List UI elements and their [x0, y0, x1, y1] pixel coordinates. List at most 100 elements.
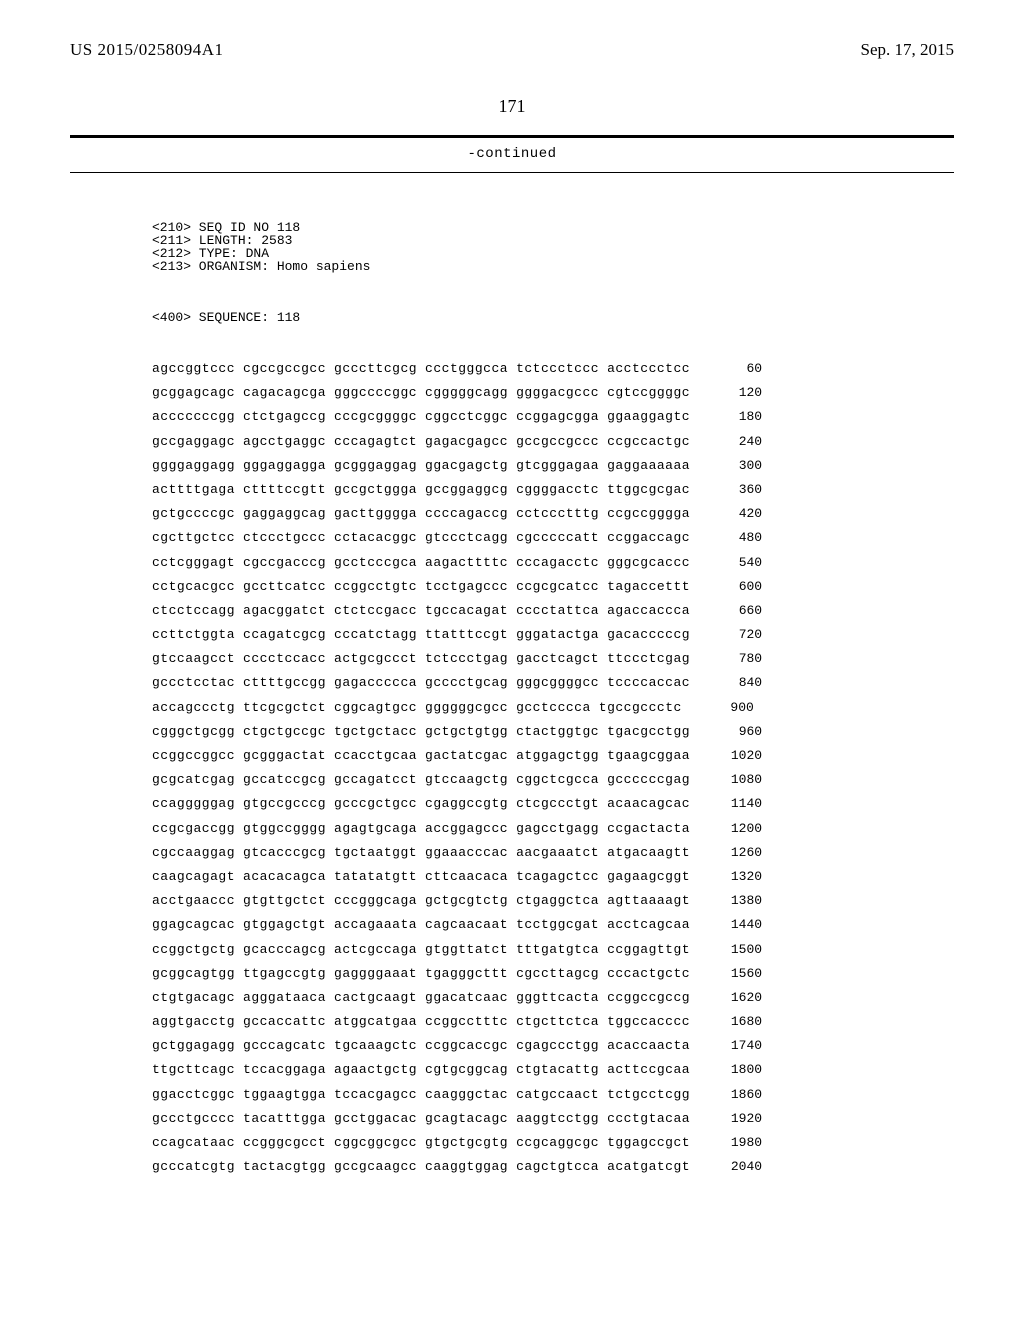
sequence-row: cgggctgcggctgctgccgctgctgctaccgctgctgtgg…	[152, 725, 954, 738]
sequence-group: cggcagtgcc	[334, 700, 417, 715]
sequence-group: aaggtcctgg	[516, 1111, 599, 1126]
continued-rule: -continued	[70, 135, 954, 173]
sequence-group: cgccttagcg	[516, 966, 599, 981]
sequence-group: accggagccc	[425, 821, 508, 836]
sequence-group: ggacgagctg	[425, 458, 508, 473]
sequence-group: tagaccettt	[607, 579, 690, 594]
sequence-group: accagccctg	[152, 700, 235, 715]
sequence-group: gggttcacta	[516, 990, 599, 1005]
sequence-group: ctgaggctca	[516, 893, 599, 908]
sequence-group: cccagacctc	[516, 555, 599, 570]
sequence-group: tggagccgct	[607, 1135, 690, 1150]
sequence-group: gcctcccgca	[334, 555, 417, 570]
sequence-group: aagacttttc	[425, 555, 508, 570]
sequence-group: gcccttcgcg	[334, 361, 417, 376]
sequence-group: cagcaacaat	[425, 917, 508, 932]
sequence-group: ggggacgccc	[516, 385, 599, 400]
sequence-groups: gccctcctaccttttgccgggagacccccagcccctgcag…	[152, 676, 698, 689]
sequence-group: caagcagagt	[152, 869, 235, 884]
sequence-group: ccttctggta	[152, 627, 235, 642]
sequence-group: gtcacccgcg	[243, 845, 326, 860]
sequence-group: gtggccgggg	[243, 821, 326, 836]
sequence-row: ccttctggtaccagatcgcgcccatctaggttatttccgt…	[152, 628, 954, 641]
sequence-group: atgacaagtt	[607, 845, 690, 860]
sequence-row: cgccaaggaggtcacccgcgtgctaatggtggaaacccac…	[152, 846, 954, 859]
sequence-group: cgagccctgg	[516, 1038, 599, 1053]
sequence-position: 780	[706, 652, 762, 665]
sequence-group: gaggaggcag	[243, 506, 326, 521]
sequence-group: gacctcagct	[516, 651, 599, 666]
sequence-position: 1860	[706, 1088, 762, 1101]
sequence-group: ctgtgacagc	[152, 990, 235, 1005]
sequence-group: actgcgccct	[334, 651, 417, 666]
sequence-group: ggaaacccac	[425, 845, 508, 860]
sequence-group: ccagcataac	[152, 1135, 235, 1150]
sequence-lines: agccggtccc cgccgccgcc gcccttcgcg ccctgggcca…	[152, 362, 954, 1173]
sequence-label: <400> SEQUENCE: 118	[152, 311, 954, 324]
sequence-group: gcggcagtgg	[152, 966, 235, 981]
sequence-position: 900	[698, 701, 754, 714]
sequence-groups: ggacctcggctggaagtggatccacgagcccaagggctac…	[152, 1088, 698, 1101]
sequence-group: caaggtggag	[425, 1159, 508, 1174]
sequence-group: gccttcatcc	[243, 579, 326, 594]
sequence-position: 120	[706, 386, 762, 399]
sequence-group: gccctgcccc	[152, 1111, 235, 1126]
sequence-header-line: <211> LENGTH: 2583	[152, 234, 954, 247]
page: US 2015/0258094A1 Sep. 17, 2015 171 -con…	[0, 0, 1024, 1320]
sequence-group: gacacccccg	[607, 627, 690, 642]
page-number: 171	[70, 96, 954, 117]
sequence-position: 1980	[706, 1136, 762, 1149]
sequence-groups: acttttgagacttttccgttgccgctgggagccggaggcg…	[152, 483, 698, 496]
sequence-group: gccgctggga	[334, 482, 417, 497]
sequence-groups: gccgaggagcagcctgaggccccagagtctgagacgagcc…	[152, 435, 698, 448]
sequence-position: 360	[706, 483, 762, 496]
sequence-row: cctcgggagtcgccgacccggcctcccgcaaagacttttc…	[152, 556, 954, 569]
sequence-group: tgacgcctgg	[607, 724, 690, 739]
sequence-position: 1260	[706, 846, 762, 859]
sequence-groups: ggagcagcacgtggagctgtaccagaaatacagcaacaat…	[152, 918, 698, 931]
sequence-group: ccctgggcca	[425, 361, 508, 376]
sequence-groups: ggggaggagggggaggaggagcgggaggagggacgagctg…	[152, 459, 698, 472]
sequence-group: gacttgggga	[334, 506, 417, 521]
sequence-row: ggagcagcacgtggagctgtaccagaaatacagcaacaat…	[152, 918, 954, 931]
sequence-position: 240	[706, 435, 762, 448]
sequence-group: ggacctcggc	[152, 1087, 235, 1102]
sequence-group: tcagagctcc	[516, 869, 599, 884]
sequence-position: 1380	[706, 894, 762, 907]
sequence-group: gagaccccca	[334, 675, 417, 690]
sequence-group: gctgcgtctg	[425, 893, 508, 908]
sequence-group: acatgatcgt	[607, 1159, 690, 1174]
sequence-position: 420	[706, 507, 762, 520]
sequence-group: ccggcctgtc	[334, 579, 417, 594]
sequence-position: 60	[706, 362, 762, 375]
sequence-position: 1920	[706, 1112, 762, 1125]
sequence-groups: gctgccccgcgaggaggcaggacttggggaccccagaccg…	[152, 507, 698, 520]
sequence-group: ccacctgcaa	[334, 748, 417, 763]
sequence-groups: ccagggggaggtgccgcccggcccgctgcccgaggccgtg…	[152, 797, 698, 810]
sequence-group: cggcctcggc	[425, 409, 508, 424]
sequence-group: ctcgccctgt	[516, 796, 599, 811]
sequence-position: 1020	[706, 749, 762, 762]
sequence-group: cgccgacccg	[243, 555, 326, 570]
sequence-row: gccctgcccctacatttggagcctggacacgcagtacagc…	[152, 1112, 954, 1125]
sequence-group: cgccgccgcc	[243, 361, 326, 376]
sequence-position: 1680	[706, 1015, 762, 1028]
sequence-group: cttttgccgg	[243, 675, 326, 690]
sequence-group: cccatctagg	[334, 627, 417, 642]
sequence-row: ctcctccaggagacggatctctctccgacctgccacagat…	[152, 604, 954, 617]
sequence-group: ccggccgccg	[607, 990, 690, 1005]
sequence-group: gcccatcgtg	[152, 1159, 235, 1174]
sequence-group: ggggggcgcc	[425, 700, 508, 715]
sequence-group: gaggggaaat	[334, 966, 417, 981]
sequence-group: cagacagcga	[243, 385, 326, 400]
sequence-group: tctccctccc	[516, 361, 599, 376]
sequence-group: ctgtacattg	[516, 1062, 599, 1077]
sequence-group: tgagggcttt	[425, 966, 508, 981]
sequence-group: ccgggcgcct	[243, 1135, 326, 1150]
sequence-group: tccacggaga	[243, 1062, 326, 1077]
sequence-row: ccagcataacccgggcgcctcggcggcgccgtgctgcgtg…	[152, 1136, 954, 1149]
sequence-groups: ccgcgaccgggtggccggggagagtgcagaaccggagccc…	[152, 822, 698, 835]
sequence-position: 660	[706, 604, 762, 617]
sequence-group: cggcggcgcc	[334, 1135, 417, 1150]
sequence-group: agccggtccc	[152, 361, 235, 376]
